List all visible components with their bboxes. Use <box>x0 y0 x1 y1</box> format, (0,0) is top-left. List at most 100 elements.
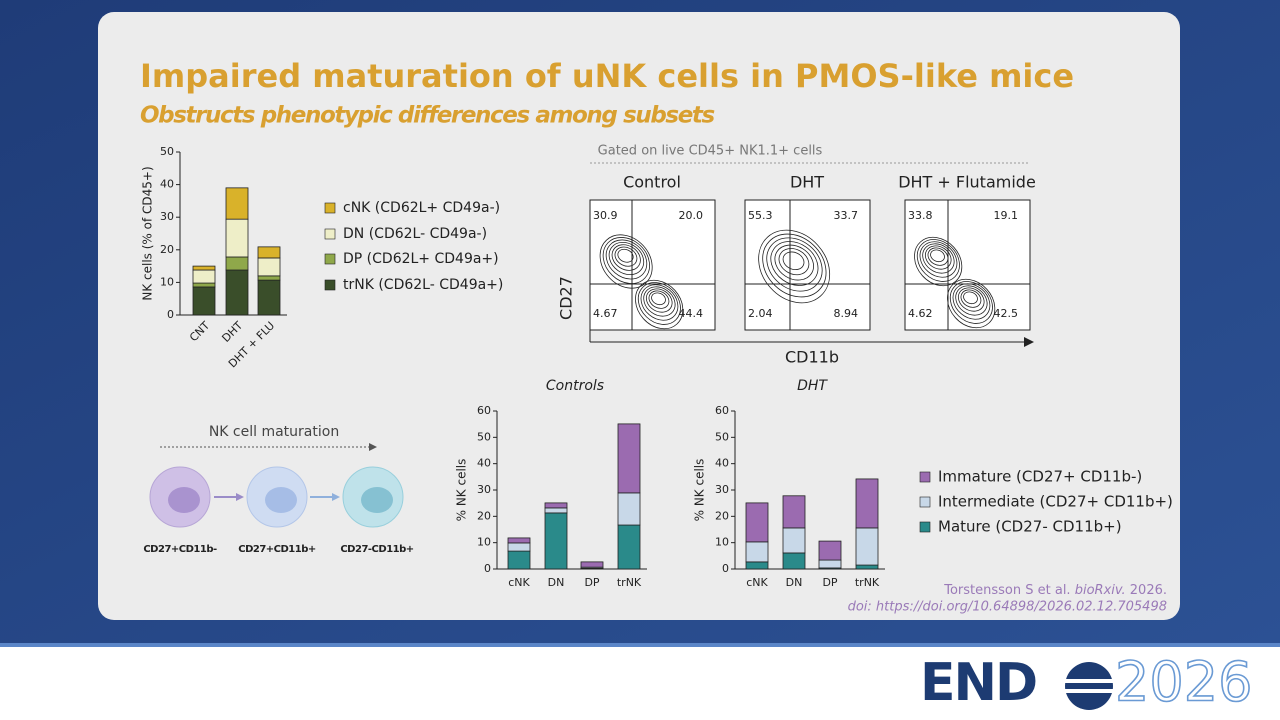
contour <box>930 249 945 263</box>
legend-swatch <box>919 471 931 483</box>
bar-segment <box>192 265 216 271</box>
bar-segment <box>818 559 842 569</box>
quadrant-value: 8.94 <box>834 307 859 320</box>
y-tick-label: 20 <box>477 509 491 522</box>
bar-segment <box>855 478 879 529</box>
quadrant-value: 20.0 <box>679 209 704 222</box>
y-tick-label: 50 <box>715 430 729 443</box>
contour <box>602 237 650 284</box>
contour <box>924 245 952 270</box>
y-axis-label: % NK cells <box>693 459 707 522</box>
contour <box>617 248 634 263</box>
chart-title: Controls <box>546 378 604 394</box>
bar-segment <box>544 502 568 509</box>
bar-segment <box>544 507 568 514</box>
bar-segment <box>257 275 281 281</box>
legend-swatch <box>919 496 931 508</box>
x-tick-label: DP <box>822 576 837 589</box>
bar-segment <box>225 187 249 220</box>
bar-segment <box>617 492 641 526</box>
bar-segment <box>507 537 531 544</box>
y-tick-label: 30 <box>715 483 729 496</box>
bar-segment <box>225 269 249 316</box>
bar-segment <box>745 541 769 563</box>
contour <box>762 233 827 298</box>
contour <box>774 244 814 281</box>
x-tick-label: trNK <box>617 576 642 589</box>
legend-swatch <box>324 202 336 214</box>
x-tick-label: trNK <box>855 576 880 589</box>
bar-segment <box>745 502 769 543</box>
quadrant-value: 30.9 <box>593 209 618 222</box>
x-tick-label: DN <box>548 576 565 589</box>
y-tick-label: 60 <box>715 404 729 417</box>
contour <box>955 285 988 316</box>
contour <box>651 292 666 306</box>
y-tick-label: 40 <box>477 457 491 470</box>
legend-swatch <box>324 279 336 291</box>
arrow-head <box>1024 337 1034 347</box>
x-tick-label: cNK <box>508 576 530 589</box>
flow-y-label: CD27 <box>557 276 576 320</box>
contour <box>608 241 645 276</box>
legend-label: DP (CD62L+ CD49a+) <box>343 251 499 267</box>
y-tick-label: 10 <box>477 536 491 549</box>
plot-frame <box>744 199 871 331</box>
bar-segment <box>257 257 281 277</box>
contour <box>960 289 982 308</box>
bar-segment <box>580 561 604 568</box>
contour <box>611 244 641 271</box>
contour <box>637 282 681 325</box>
maturation-title: NK cell maturation <box>209 424 339 440</box>
legend-swatch <box>324 228 336 240</box>
y-tick-label: 30 <box>160 210 174 223</box>
y-tick-label: 30 <box>477 483 491 496</box>
footer-stripe <box>0 643 1280 647</box>
y-tick-label: 20 <box>160 243 174 256</box>
cells <box>149 466 404 528</box>
contour <box>957 287 985 312</box>
legend-label: Intermediate (CD27+ CD11b+) <box>938 493 1173 511</box>
y-tick-label: 50 <box>160 145 174 158</box>
x-tick-label: DN <box>786 576 803 589</box>
y-tick-label: 10 <box>715 536 729 549</box>
journal: bioRxiv. <box>1075 583 1126 598</box>
bar-segment <box>855 527 879 566</box>
bar-segment <box>782 495 806 529</box>
quadrant-value: 44.4 <box>679 307 704 320</box>
quadrant-value: 4.67 <box>593 307 618 320</box>
quadrant-value: 4.62 <box>908 307 933 320</box>
legend-swatch <box>919 521 931 533</box>
y-tick-label: 0 <box>484 562 491 575</box>
panel-title: Control <box>623 173 681 192</box>
logo-globe <box>1062 662 1116 710</box>
bar-segment <box>225 218 249 258</box>
y-tick-label: 20 <box>715 509 729 522</box>
year: 2026. <box>1130 583 1167 598</box>
stage-label: CD27+CD11b- <box>143 544 217 555</box>
bar-segment <box>617 524 641 570</box>
bar-segment <box>192 286 216 316</box>
legend-swatch <box>324 253 336 265</box>
flow-x-label: CD11b <box>785 348 839 367</box>
stage-label: CD27-CD11b+ <box>340 544 413 555</box>
plot-frame <box>589 199 716 331</box>
contour <box>599 234 653 289</box>
y-tick-label: 0 <box>167 308 174 321</box>
contour <box>648 290 670 309</box>
legend-label: cNK (CD62L+ CD49a-) <box>343 200 500 216</box>
citation: Torstensson S et al. bioRxiv. 2026. <box>943 583 1167 598</box>
contour <box>640 284 679 321</box>
y-axis-label: NK cells (% of CD45+) <box>141 166 155 300</box>
quadrant-value: 19.1 <box>994 209 1019 222</box>
quadrant-value: 2.04 <box>748 307 773 320</box>
bar-segment <box>257 246 281 259</box>
bar-segment <box>782 552 806 570</box>
panel-title: DHT <box>790 173 824 192</box>
x-tick-label: cNK <box>746 576 768 589</box>
contour <box>952 283 991 320</box>
bar-segment <box>745 561 769 570</box>
contour <box>927 247 949 266</box>
contour <box>919 241 958 278</box>
